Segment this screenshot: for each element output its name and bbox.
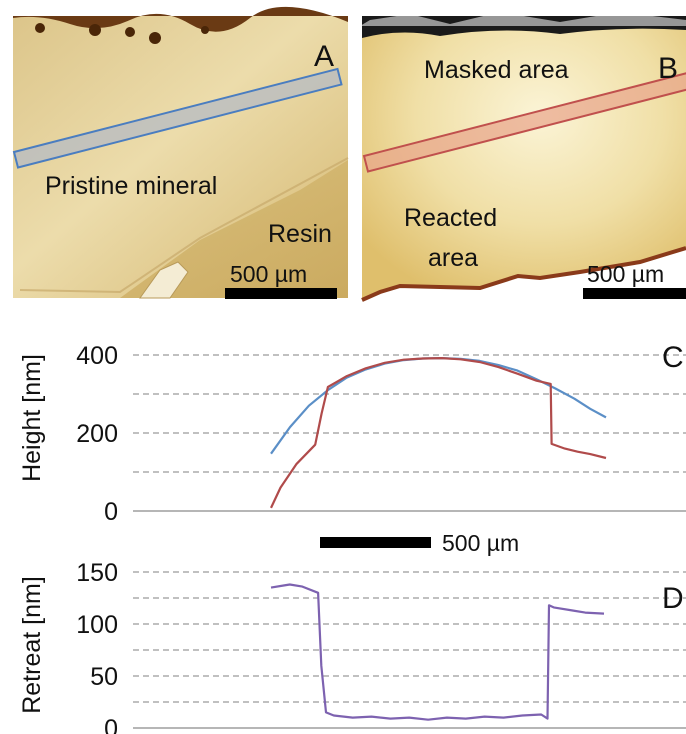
chart-c: 0 200 400 C Height [nm] 500 µm bbox=[18, 341, 686, 556]
panel-b-scalebar-label: 500 µm bbox=[587, 261, 664, 287]
panel-a-image bbox=[12, 6, 349, 299]
panel-a-letter: A bbox=[314, 40, 334, 73]
series-line-1 bbox=[270, 357, 607, 455]
chart-d: 0 50 100 150 D Retreat [nm] bbox=[18, 559, 686, 734]
y-tick-label: 0 bbox=[104, 715, 118, 734]
chart-d-grid bbox=[133, 571, 686, 729]
chart-c-grid bbox=[133, 354, 686, 512]
panel-b-scalebar bbox=[583, 288, 686, 299]
panel-a-scalebar-label: 500 µm bbox=[230, 261, 307, 287]
panel-b-image bbox=[360, 12, 686, 302]
chart-d-series bbox=[270, 583, 605, 721]
chart-c-y-axis-label: Height [nm] bbox=[18, 354, 46, 482]
resin-label: Resin bbox=[268, 220, 332, 248]
y-tick-label: 200 bbox=[76, 420, 118, 448]
chart-d-y-axis-label: Retreat [nm] bbox=[18, 576, 46, 714]
chart-c-scalebar-label: 500 µm bbox=[442, 530, 519, 556]
y-tick-label: 400 bbox=[76, 342, 118, 370]
pristine-mineral-label: Pristine mineral bbox=[45, 172, 217, 200]
panel-a-profile-box bbox=[12, 67, 343, 169]
chart-c-scalebar bbox=[320, 537, 431, 548]
chart-c-panel-letter: C bbox=[662, 341, 684, 374]
panel-b-letter: B bbox=[658, 52, 678, 85]
masked-area-label: Masked area bbox=[424, 56, 569, 84]
panel-a-scalebar bbox=[225, 288, 337, 299]
reacted-area-label-line2: area bbox=[428, 244, 478, 272]
chart-c-y-tick-labels: 0 200 400 bbox=[76, 342, 118, 526]
reacted-area-label-line1: Reacted bbox=[404, 204, 497, 232]
panel-b-profile-box bbox=[362, 71, 686, 173]
series-line-1 bbox=[270, 583, 605, 721]
y-tick-label: 150 bbox=[76, 559, 118, 587]
series-line-2 bbox=[270, 357, 607, 509]
chart-c-series bbox=[270, 357, 607, 509]
chart-d-panel-letter: D bbox=[662, 582, 684, 615]
y-tick-label: 100 bbox=[76, 611, 118, 639]
y-tick-label: 0 bbox=[104, 498, 118, 526]
chart-d-y-tick-labels: 0 50 100 150 bbox=[76, 559, 118, 734]
y-tick-label: 50 bbox=[90, 663, 118, 691]
